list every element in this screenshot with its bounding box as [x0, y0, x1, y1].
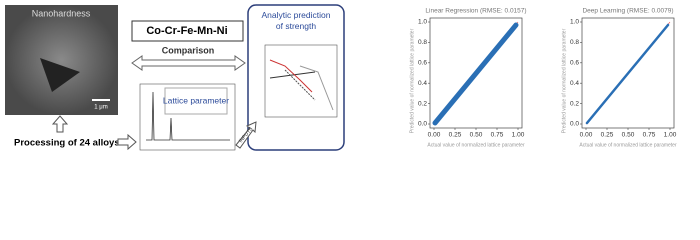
analytic-title: Analytic prediction of strength [262, 10, 331, 31]
y-tick-label: 0.6 [418, 60, 427, 67]
nanohardness-label: Nanohardness [32, 8, 91, 18]
y-tick-label: 0.8 [418, 39, 427, 46]
y-tick-label: 0.2 [418, 100, 427, 107]
y-tick-label: 0.8 [570, 39, 579, 46]
scale-bar-label: 1 μm [94, 105, 107, 111]
plot-title: Linear Regression (RMSE: 0.0157) [425, 8, 526, 15]
mini-line [284, 69, 316, 101]
x-tick-label: 0.75 [643, 132, 656, 139]
y-tick-label: 0.0 [570, 121, 579, 128]
scatter-band [585, 23, 670, 125]
y-tick-label: 0.6 [570, 60, 579, 67]
y-tick-label: 0.0 [418, 121, 427, 128]
mini-line [269, 71, 316, 79]
lattice-label: Lattice parameter [163, 95, 229, 105]
graphical-abstract: Nanohardness 1 μm Co-Cr-Fe-Mn-Ni Compari… [5, 4, 677, 151]
y-tick-label: 1.0 [418, 19, 427, 26]
x-tick-label: 0.50 [622, 132, 635, 139]
up-arrow [51, 115, 69, 133]
y-axis-label: Predicted value of normalized lattice pa… [561, 28, 567, 133]
y-tick-label: 0.4 [418, 80, 427, 87]
x-tick-label: 0.25 [601, 132, 614, 139]
double-arrow [131, 55, 246, 71]
right-arrow [117, 133, 137, 151]
afm-image [5, 5, 118, 115]
x-tick-label: 0.00 [580, 132, 593, 139]
y-axis-label: Predicted value of normalized lattice pa… [409, 28, 415, 133]
comparison-label: Comparison [162, 45, 215, 55]
y-tick-label: 0.4 [570, 80, 579, 87]
spectrum [146, 91, 230, 141]
scatter-band [432, 22, 519, 126]
x-tick-label: 0.25 [449, 132, 462, 139]
x-tick-label: 1.00 [512, 132, 525, 139]
indent [40, 58, 80, 92]
x-axis-label: Actual value of normalized lattice param… [579, 142, 677, 148]
mini-line [299, 65, 334, 111]
y-tick-label: 0.2 [570, 100, 579, 107]
processing-label: Processing of 24 alloys [14, 138, 120, 149]
y-tick-label: 1.0 [570, 19, 579, 26]
x-tick-label: 1.00 [664, 132, 677, 139]
x-tick-label: 0.50 [470, 132, 483, 139]
x-tick-label: 0.00 [428, 132, 441, 139]
lattice-label-box [164, 87, 228, 115]
inputs-arrow [235, 121, 257, 149]
x-axis-label: Actual value of normalized lattice param… [427, 142, 525, 148]
mini-line [269, 59, 313, 93]
alloy-box [131, 20, 244, 42]
plot-title: Deep Learning (RMSE: 0.0079) [582, 8, 673, 15]
alloy-label: Co-Cr-Fe-Mn-Ni [146, 25, 227, 37]
x-tick-label: 0.75 [491, 132, 504, 139]
